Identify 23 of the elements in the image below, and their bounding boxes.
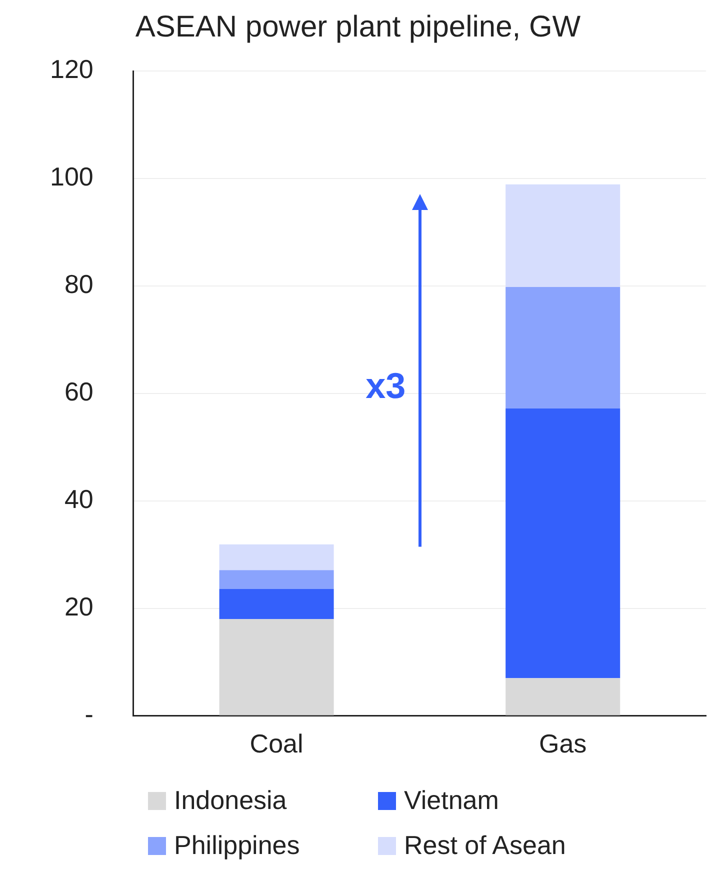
bar: [219, 619, 334, 716]
y-tick-label: -: [84, 698, 94, 729]
legend-label: Indonesia: [174, 785, 287, 816]
bar: [219, 570, 334, 589]
y-tick-label: 100: [50, 162, 94, 192]
bar: [506, 678, 620, 716]
y-tick-label: 60: [64, 376, 94, 407]
legend-label: Rest of Asean: [404, 830, 566, 861]
y-tick-label: 20: [64, 592, 94, 622]
bar: [506, 184, 620, 288]
bar: [506, 408, 620, 678]
legend-label: Vietnam: [404, 785, 499, 816]
y-tick-label: 40: [64, 484, 94, 514]
x-tick-label: Gas: [539, 728, 587, 759]
x-tick-label: Coal: [250, 728, 304, 759]
bar: [219, 588, 334, 620]
y-tick-label: 120: [50, 54, 94, 84]
bar: [506, 287, 620, 408]
chart-title: ASEAN power plant pipeline, GW: [135, 10, 582, 44]
annotation: x3: [366, 364, 406, 407]
y-tick-label: 80: [64, 269, 94, 300]
bar: [219, 544, 334, 570]
legend-label: Philippines: [174, 830, 300, 861]
